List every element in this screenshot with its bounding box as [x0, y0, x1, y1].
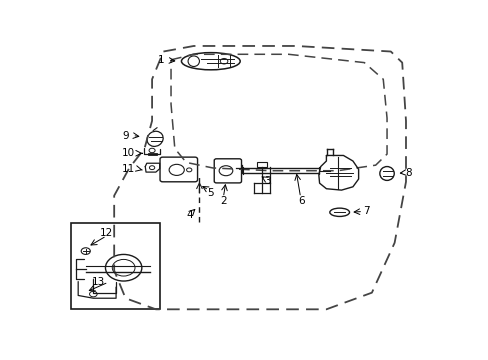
Bar — [70, 223, 159, 309]
Text: 5: 5 — [207, 188, 214, 198]
Text: 6: 6 — [298, 196, 305, 206]
Text: 9: 9 — [122, 131, 128, 140]
Text: 11: 11 — [122, 164, 135, 174]
Bar — [257, 162, 266, 167]
Text: 3: 3 — [264, 176, 270, 186]
Text: 12: 12 — [100, 228, 113, 238]
Text: 8: 8 — [405, 168, 411, 177]
Text: 10: 10 — [122, 148, 135, 158]
Text: 4: 4 — [186, 210, 193, 220]
Text: 13: 13 — [91, 277, 104, 287]
Text: 1: 1 — [157, 55, 164, 66]
Text: 7: 7 — [363, 207, 369, 216]
Text: 2: 2 — [220, 196, 226, 206]
